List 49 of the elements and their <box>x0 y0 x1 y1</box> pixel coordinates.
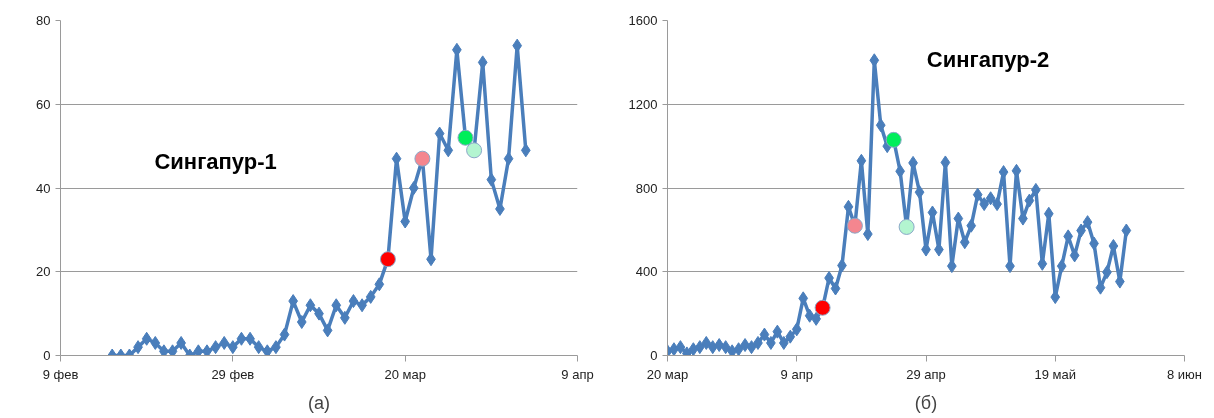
point <box>331 298 342 313</box>
point <box>296 315 307 329</box>
text: Сингапур-2 <box>926 46 1050 72</box>
x-tick-label: 29 фев <box>211 366 255 382</box>
point <box>408 181 419 195</box>
y-tick-label: 400 <box>635 264 658 280</box>
point <box>391 151 402 166</box>
x-tick-label: 9 апр <box>561 366 594 382</box>
y-tick-label: 40 <box>36 180 51 196</box>
point <box>210 340 221 355</box>
x-tick-label: 8 июн <box>1166 366 1203 382</box>
y-tick-label: 60 <box>36 96 51 112</box>
point <box>348 294 359 309</box>
y-tick-label: 800 <box>635 180 658 196</box>
point <box>503 151 514 166</box>
x-tick-label: 19 май <box>1034 366 1077 382</box>
point <box>374 277 385 292</box>
point <box>202 344 212 356</box>
y-tick-label: 0 <box>650 348 658 363</box>
x-tick-label: 20 мар <box>384 366 426 382</box>
point <box>236 331 247 346</box>
y-tick-label: 20 <box>36 264 51 280</box>
y-tick-label: 1600 <box>628 13 658 28</box>
text: (б) <box>914 392 938 413</box>
point <box>379 251 396 268</box>
point <box>141 331 152 346</box>
x-tick-label: 29 апр <box>906 366 946 382</box>
x-tick-label: 9 апр <box>780 366 813 382</box>
point <box>150 335 161 350</box>
y-tick-label: 80 <box>36 13 51 28</box>
point <box>486 172 497 187</box>
point <box>365 289 376 304</box>
point <box>305 298 316 313</box>
y-tick-label: 1200 <box>628 96 658 112</box>
point <box>846 217 863 234</box>
point <box>322 323 333 338</box>
point <box>219 335 230 350</box>
point <box>253 340 264 355</box>
point <box>167 344 178 356</box>
point <box>159 344 169 356</box>
point <box>520 143 531 158</box>
text: (а) <box>308 392 330 413</box>
point <box>262 344 273 356</box>
text: Сингапур-1 <box>154 149 277 174</box>
y-tick-label: 0 <box>43 348 51 363</box>
x-tick-label: 9 фев <box>42 366 79 382</box>
point <box>466 142 483 159</box>
point <box>279 327 290 342</box>
x-tick-label: 20 мар <box>646 366 689 382</box>
